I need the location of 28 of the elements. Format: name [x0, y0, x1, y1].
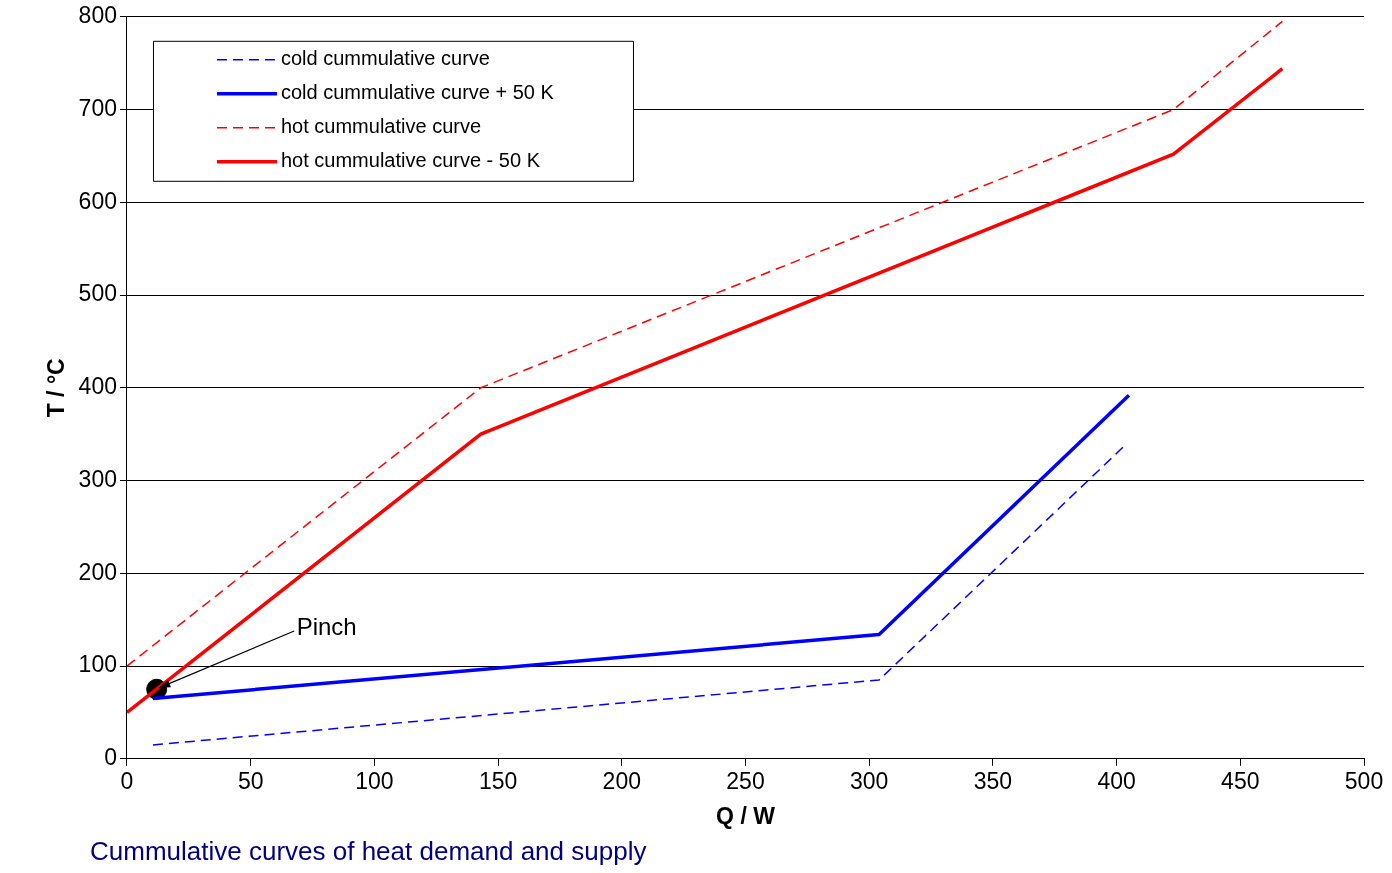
y-tick-label: 500 — [78, 280, 117, 307]
annotation: Pinch — [296, 613, 357, 642]
y-axis-title: T / °C — [43, 358, 70, 418]
y-tick-label: 400 — [78, 373, 117, 400]
y-tick-label: 0 — [104, 744, 117, 771]
legend-label: cold cummulative curve — [280, 47, 490, 70]
y-tick-label: 200 — [78, 558, 117, 585]
x-tick-label: 350 — [973, 767, 1013, 794]
x-tick-label: 50 — [237, 767, 264, 794]
legend-label: hot cummulative curve — [280, 115, 482, 138]
x-tick-label: 300 — [850, 767, 889, 794]
y-tick-label: 600 — [78, 187, 117, 214]
x-tick-label: 450 — [1221, 767, 1260, 794]
y-tick-label: 800 — [78, 2, 117, 29]
x-tick-label: 0 — [120, 767, 134, 794]
legend-label: cold cummulative curve + 50 K — [280, 81, 555, 104]
y-tick-label: 300 — [78, 465, 117, 492]
x-tick-label: 150 — [478, 767, 518, 794]
y-tick-label: 700 — [78, 94, 117, 121]
x-tick-label: 200 — [602, 767, 641, 794]
x-tick-label: 250 — [726, 767, 765, 794]
text: Cummulative curves of heat demand and supply — [90, 836, 647, 867]
y-tick-label: 100 — [78, 651, 117, 678]
x-tick-label: 400 — [1097, 767, 1136, 794]
x-tick-label: 500 — [1344, 767, 1384, 794]
x-tick-label: 100 — [355, 767, 394, 794]
x-axis-title: Q / W — [716, 802, 776, 829]
legend-label: hot cummulative curve - 50 K — [280, 149, 541, 172]
